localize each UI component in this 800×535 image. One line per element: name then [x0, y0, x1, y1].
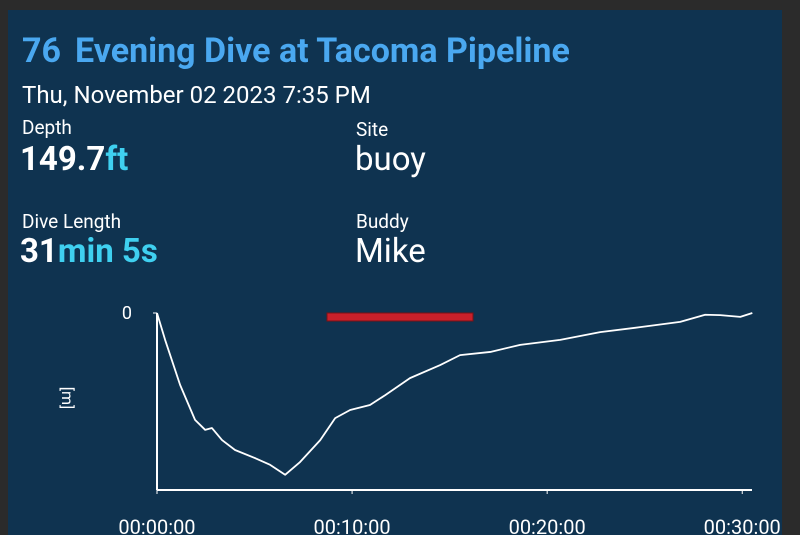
- stat-label: Dive Length: [22, 210, 121, 233]
- indicator-bar: [326, 312, 474, 322]
- dive-name: Evening Dive at Tacoma Pipeline: [75, 31, 570, 71]
- stat-number: 31: [20, 232, 58, 271]
- y-axis-label: [m]: [58, 387, 77, 410]
- stat-value: buoy: [355, 140, 426, 179]
- stat-label: Depth: [22, 116, 72, 139]
- y-tick-label: 0: [122, 303, 132, 324]
- dive-datetime: Thu, November 02 2023 7:35 PM: [22, 81, 371, 109]
- x-tick-label: 00:20:00: [509, 515, 586, 535]
- stat-label: Site: [356, 118, 388, 141]
- dive-title: 76 Evening Dive at Tacoma Pipeline: [22, 31, 570, 71]
- x-tick-label: 00:30:00: [704, 515, 781, 535]
- stat-number: 149.7: [20, 140, 105, 179]
- depth-profile: [156, 312, 753, 476]
- stat-value: 149.7ft: [20, 140, 128, 179]
- card-background: [8, 10, 782, 535]
- stat-value: 31min 5s: [20, 232, 158, 271]
- x-tick-label: 00:10:00: [314, 515, 391, 535]
- stat-value: Mike: [355, 232, 426, 271]
- stat-unit: ft: [105, 140, 128, 179]
- stat-label: Buddy: [356, 210, 409, 233]
- x-tick-label: 00:00:00: [118, 515, 195, 535]
- stat-unit: min 5s: [58, 232, 158, 271]
- dive-number: 76: [22, 31, 61, 71]
